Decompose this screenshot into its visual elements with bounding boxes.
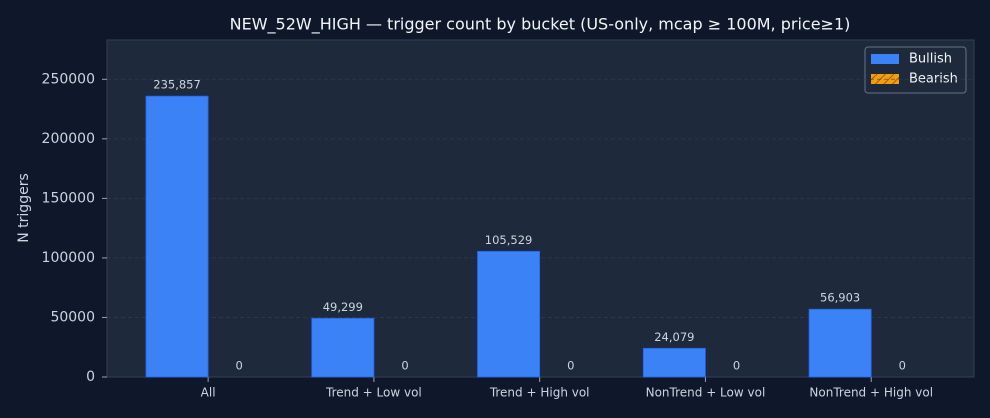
value-label: 0 <box>401 359 408 373</box>
y-tick-label: 100000 <box>42 250 95 266</box>
legend-swatch <box>871 54 899 64</box>
bar <box>808 308 872 378</box>
bar <box>642 347 706 378</box>
y-tick-label: 50000 <box>50 309 95 325</box>
value-label: 0 <box>899 359 906 373</box>
y-tick-label: 0 <box>86 369 95 385</box>
x-tick-label: Trend + High vol <box>489 386 590 400</box>
value-label: 0 <box>236 359 243 373</box>
value-label: 105,529 <box>485 233 533 247</box>
x-tick-label: Trend + Low vol <box>325 386 422 400</box>
bar <box>311 317 375 378</box>
x-tick-label: All <box>201 386 216 400</box>
value-label: 235,857 <box>153 78 201 92</box>
value-label: 0 <box>733 359 740 373</box>
bar <box>145 95 209 378</box>
y-axis-label: N triggers <box>16 173 32 243</box>
value-label: 24,079 <box>654 330 694 344</box>
y-tick-label: 200000 <box>42 131 95 147</box>
value-label: 56,903 <box>820 291 860 305</box>
y-tick-label: 250000 <box>42 71 95 87</box>
bar <box>477 250 541 378</box>
value-label: 0 <box>567 359 574 373</box>
value-label: 49,299 <box>323 300 363 314</box>
y-tick-label: 150000 <box>42 190 95 206</box>
chart-title: NEW_52W_HIGH — trigger count by bucket (… <box>230 15 851 35</box>
legend-label: Bullish <box>909 52 952 67</box>
x-tick-label: NonTrend + High vol <box>809 386 933 400</box>
x-tick-label: NonTrend + Low vol <box>646 386 766 400</box>
